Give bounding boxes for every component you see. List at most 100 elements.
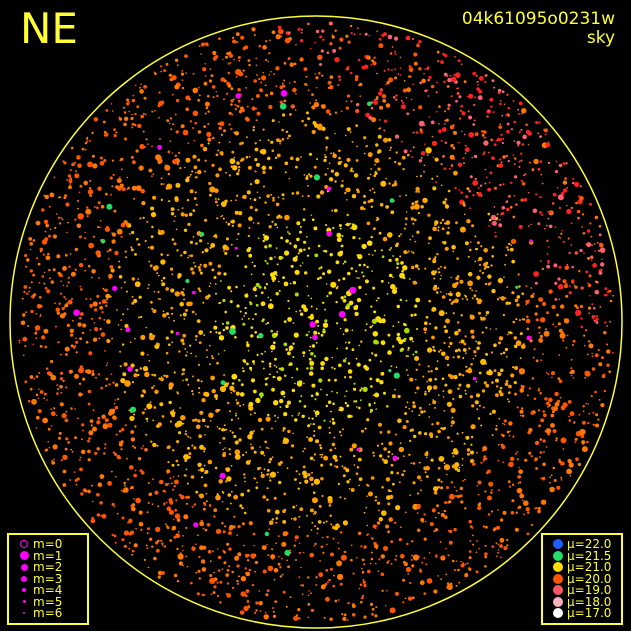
star-point — [299, 264, 302, 267]
star-point — [358, 531, 362, 535]
star-point — [323, 521, 325, 524]
star-point — [80, 492, 84, 496]
star-point — [307, 247, 311, 250]
star-point — [599, 305, 602, 308]
star-point — [251, 261, 254, 264]
star-point — [375, 562, 377, 565]
star-point — [355, 357, 358, 360]
star-point — [211, 388, 216, 394]
star-point — [319, 35, 323, 39]
star-point — [271, 387, 275, 392]
star-point — [331, 418, 335, 421]
star-point — [462, 226, 465, 230]
star-point — [157, 104, 161, 108]
star-point — [496, 137, 501, 142]
star-point — [499, 518, 504, 522]
star-point — [319, 446, 323, 450]
star-point — [280, 236, 283, 240]
star-point — [122, 313, 125, 316]
star-point — [364, 32, 368, 36]
star-point — [79, 456, 82, 459]
star-point — [173, 485, 176, 488]
star-point — [294, 535, 299, 540]
star-point — [514, 175, 518, 179]
star-point — [327, 378, 331, 382]
star-point — [234, 484, 237, 487]
star-point — [338, 156, 341, 160]
star-point — [485, 352, 489, 356]
star-point — [373, 174, 377, 178]
star-point — [43, 219, 49, 224]
star-point — [276, 371, 279, 373]
star-point — [266, 589, 270, 593]
star-point — [397, 73, 400, 75]
star-point — [96, 206, 99, 209]
star-point — [425, 456, 428, 459]
star-point — [413, 61, 418, 66]
star-point — [151, 373, 154, 376]
star-point — [509, 485, 512, 488]
star-point — [230, 221, 232, 223]
star-point — [414, 304, 418, 308]
star-point — [518, 224, 523, 229]
star-point — [243, 473, 246, 476]
star-point — [255, 609, 258, 612]
star-point — [329, 75, 334, 79]
star-point — [418, 67, 422, 71]
star-point — [475, 551, 478, 554]
star-point — [420, 517, 425, 522]
star-point — [237, 525, 241, 529]
star-point — [239, 404, 242, 407]
bright-star-point — [326, 186, 332, 192]
star-point — [110, 373, 113, 376]
star-point — [483, 455, 487, 458]
star-point — [498, 341, 501, 345]
star-point — [437, 394, 440, 397]
brightness-color-swatch — [549, 539, 567, 550]
star-point — [193, 165, 198, 170]
star-point — [314, 41, 317, 44]
star-point — [407, 572, 410, 575]
star-point — [44, 230, 47, 233]
star-point — [175, 130, 179, 134]
star-point — [151, 503, 154, 505]
star-point — [298, 542, 301, 545]
star-point — [182, 333, 186, 338]
star-point — [187, 222, 191, 227]
star-point — [266, 469, 270, 472]
star-point — [346, 480, 349, 482]
star-point — [269, 299, 272, 302]
star-point — [558, 163, 563, 168]
star-point — [239, 427, 242, 430]
star-point — [271, 220, 274, 223]
star-point — [468, 189, 472, 193]
star-point — [91, 154, 95, 158]
star-point — [260, 427, 264, 431]
star-point — [237, 211, 240, 214]
star-point — [111, 239, 116, 244]
star-point — [598, 233, 602, 237]
star-point — [226, 507, 229, 511]
star-point — [457, 321, 460, 324]
star-point — [225, 246, 230, 251]
star-point — [174, 58, 179, 62]
star-point — [197, 534, 199, 536]
star-point — [478, 263, 482, 266]
star-point — [429, 522, 434, 527]
star-point — [558, 236, 560, 239]
star-point — [356, 406, 358, 408]
star-point — [409, 336, 413, 341]
star-point — [499, 123, 502, 125]
star-point — [84, 258, 86, 261]
star-point — [412, 222, 415, 225]
star-point — [239, 392, 245, 397]
star-point — [107, 258, 110, 260]
star-point — [69, 183, 71, 185]
star-point — [133, 298, 138, 304]
star-point — [219, 601, 222, 604]
star-point — [443, 509, 446, 512]
star-point — [183, 454, 190, 460]
star-point — [520, 385, 523, 387]
star-point — [147, 482, 150, 484]
star-point — [91, 317, 94, 320]
